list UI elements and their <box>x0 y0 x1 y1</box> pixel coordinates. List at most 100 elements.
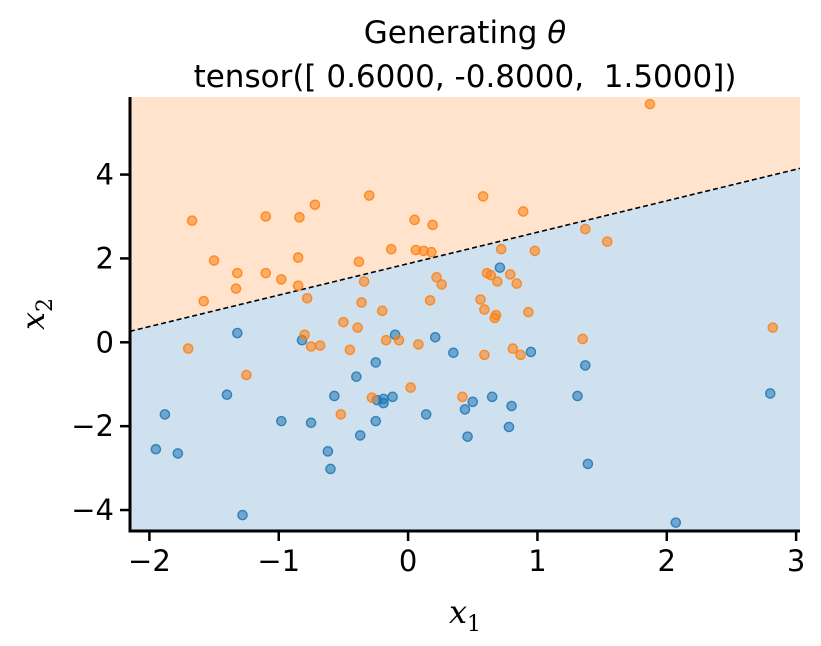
point-class-1 <box>504 269 516 280</box>
point-class-1 <box>393 334 405 346</box>
point-class-1 <box>356 297 367 308</box>
point-class-0 <box>150 443 162 455</box>
point-class-1 <box>260 211 272 222</box>
point-class-0 <box>387 391 398 403</box>
point-class-1 <box>479 304 490 315</box>
point-class-1 <box>475 294 486 305</box>
point-class-0 <box>325 463 336 475</box>
x-axis-label-main: x <box>449 593 467 631</box>
point-class-1 <box>338 316 349 328</box>
point-class-0 <box>221 389 233 401</box>
point-class-0 <box>462 431 473 442</box>
y-tick-label: 4 <box>96 158 114 192</box>
chart-title-prefix: Generating <box>364 15 548 51</box>
point-class-1 <box>644 98 656 110</box>
region-class-1 <box>130 97 800 332</box>
point-class-1 <box>301 292 313 304</box>
y-axis-label: x2 <box>14 298 58 330</box>
x-axis-label: x1 <box>449 593 481 637</box>
point-class-1 <box>767 322 779 333</box>
point-class-0 <box>329 390 340 402</box>
point-class-0 <box>525 346 537 358</box>
point-class-1 <box>457 391 468 403</box>
point-class-1 <box>366 392 378 403</box>
point-class-0 <box>494 262 506 273</box>
point-class-1 <box>431 272 442 283</box>
point-class-1 <box>529 245 541 257</box>
point-class-0 <box>351 371 362 382</box>
y-tick-label: −4 <box>71 493 114 527</box>
point-class-1 <box>424 295 436 306</box>
point-class-1 <box>492 276 503 287</box>
point-class-1 <box>276 274 287 285</box>
point-class-0 <box>572 390 583 402</box>
point-class-0 <box>237 509 248 521</box>
point-class-1 <box>232 267 243 279</box>
point-class-0 <box>486 391 498 403</box>
point-class-1 <box>490 309 502 321</box>
point-class-0 <box>420 409 432 420</box>
point-class-1 <box>314 340 326 351</box>
x-tick-label: 1 <box>528 544 546 578</box>
point-class-1 <box>344 344 356 356</box>
y-axis-label-sub: 2 <box>33 298 58 312</box>
point-class-1 <box>426 246 437 258</box>
point-class-0 <box>370 415 382 427</box>
point-class-1 <box>577 333 589 345</box>
point-class-1 <box>230 283 242 294</box>
point-class-1 <box>511 278 523 289</box>
point-class-1 <box>413 339 424 350</box>
y-axis-label-main: x <box>14 312 52 330</box>
point-class-0 <box>322 446 334 457</box>
point-class-0 <box>467 396 479 408</box>
point-class-0 <box>305 417 317 429</box>
axes: −2 −1 0 1 2 3 −4 −2 0 2 4 <box>71 97 805 578</box>
point-class-1 <box>380 334 392 346</box>
point-class-1 <box>427 219 438 231</box>
y-tick-label: −2 <box>71 409 114 443</box>
point-class-0 <box>459 404 471 415</box>
point-class-1 <box>260 267 272 279</box>
point-class-1 <box>405 382 416 393</box>
x-tick-label: 2 <box>658 544 676 578</box>
point-class-1 <box>335 409 347 420</box>
x-axis-label-sub: 1 <box>467 612 481 637</box>
point-class-1 <box>495 243 507 255</box>
point-class-1 <box>352 322 363 333</box>
point-class-1 <box>479 349 490 361</box>
point-class-1 <box>358 276 370 287</box>
point-class-0 <box>354 430 366 441</box>
point-class-1 <box>305 341 317 352</box>
point-class-0 <box>172 448 184 459</box>
chart-title-line2: tensor([ 0.6000, -0.8000, 1.5000]) <box>194 59 737 95</box>
x-tick-label: −2 <box>128 544 171 578</box>
point-class-1 <box>208 255 220 266</box>
point-class-1 <box>294 212 305 223</box>
point-class-1 <box>182 343 194 354</box>
point-class-0 <box>429 331 441 343</box>
point-class-1 <box>515 349 526 361</box>
point-class-1 <box>292 252 304 263</box>
point-class-1 <box>523 306 534 318</box>
x-tick-label: 3 <box>787 544 805 578</box>
region-class-0 <box>130 168 800 531</box>
point-class-1 <box>198 295 210 307</box>
y-tick-label: 0 <box>96 325 114 359</box>
point-class-1 <box>186 215 198 227</box>
x-tick-label: 0 <box>399 544 417 578</box>
point-class-1 <box>485 269 497 281</box>
point-class-0 <box>232 327 243 339</box>
point-class-1 <box>376 305 388 317</box>
point-class-0 <box>276 415 287 427</box>
point-class-1 <box>385 243 397 255</box>
chart-title-theta: θ <box>547 15 566 51</box>
point-class-0 <box>579 360 591 371</box>
y-tick-label: 2 <box>96 241 114 275</box>
point-class-1 <box>353 256 365 268</box>
point-class-1 <box>292 280 304 291</box>
point-class-1 <box>477 191 489 202</box>
decision-boundary-line <box>129 167 801 333</box>
chart-title-line1: Generating θ <box>364 15 567 51</box>
point-class-0 <box>159 409 171 420</box>
